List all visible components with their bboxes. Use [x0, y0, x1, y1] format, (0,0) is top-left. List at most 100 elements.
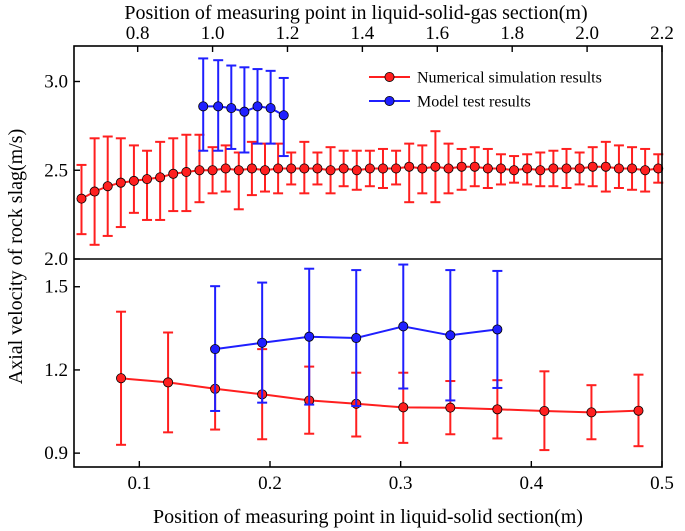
legend-label: Model test results — [417, 94, 531, 111]
data-point — [574, 163, 585, 174]
data-point — [198, 101, 209, 112]
top-x-tick-label: 1.8 — [500, 23, 524, 44]
data-point — [207, 165, 218, 176]
data-point — [417, 163, 428, 174]
data-point — [213, 101, 224, 112]
data-point — [492, 404, 503, 415]
data-point — [351, 333, 362, 344]
data-point — [640, 165, 651, 176]
data-point — [246, 163, 257, 174]
top-y-tick-label: 3.0 — [44, 72, 68, 93]
data-point — [633, 405, 644, 416]
top-x-tick-label: 2.2 — [650, 23, 674, 44]
data-point — [338, 163, 349, 174]
top-panel — [76, 57, 664, 246]
data-point — [273, 163, 284, 174]
top-series-model-test — [198, 57, 289, 158]
top-x-tick-label: 1.6 — [425, 23, 449, 44]
data-point — [443, 163, 454, 174]
legend-marker — [384, 96, 395, 107]
top-x-tick-label: 1.0 — [201, 23, 225, 44]
legend-item-simulation: Numerical simulation results — [369, 70, 602, 87]
data-point — [456, 161, 467, 172]
data-point — [116, 373, 127, 384]
data-point — [312, 163, 323, 174]
plot-border — [73, 45, 663, 468]
data-point — [194, 165, 205, 176]
data-point — [102, 181, 113, 192]
data-point — [430, 161, 441, 172]
legend-marker — [384, 72, 395, 83]
data-point — [398, 402, 409, 413]
data-point — [364, 163, 375, 174]
data-point — [155, 172, 166, 183]
data-point — [226, 103, 237, 114]
data-point — [600, 161, 611, 172]
data-point — [233, 165, 244, 176]
data-point — [495, 163, 506, 174]
top-y-tick-label: 2.5 — [44, 160, 68, 181]
bottom-x-tick-label: 0.4 — [519, 473, 543, 494]
top-x-tick-label: 2.0 — [575, 23, 599, 44]
data-point — [252, 101, 263, 112]
data-point — [265, 103, 276, 114]
data-point — [539, 405, 550, 416]
data-point — [509, 165, 520, 176]
data-point — [548, 163, 559, 174]
plot-frame — [73, 45, 663, 468]
bottom-y-tick-label: 0.9 — [44, 443, 68, 464]
legend-item-model-test: Model test results — [369, 94, 531, 111]
data-point — [522, 163, 533, 174]
data-point — [586, 407, 597, 418]
data-point — [89, 186, 100, 197]
bottom-y-tick-label: 1.2 — [44, 360, 68, 381]
top-x-tick-label: 1.4 — [351, 23, 375, 44]
data-point — [398, 321, 409, 332]
data-point — [325, 165, 336, 176]
data-point — [239, 106, 250, 117]
data-point — [613, 163, 624, 174]
data-point — [377, 163, 388, 174]
data-point — [469, 161, 480, 172]
data-point — [627, 163, 638, 174]
top-x-tick-label: 1.2 — [276, 23, 300, 44]
data-point — [587, 161, 598, 172]
data-point — [76, 193, 87, 204]
data-point — [210, 344, 221, 355]
data-point — [142, 174, 153, 185]
bottom-x-axis-title: Position of measuring point in liquid-so… — [153, 506, 583, 528]
bottom-x-tick-label: 0.3 — [389, 473, 413, 494]
top-x-axis-title: Position of measuring point in liquid-so… — [124, 2, 587, 24]
legend: Numerical simulation results Model test r… — [369, 70, 602, 111]
bottom-x-tick-label: 0.2 — [258, 473, 282, 494]
data-point — [304, 331, 315, 342]
bottom-x-tick-label: 0.1 — [127, 473, 151, 494]
data-point — [404, 161, 415, 172]
top-y-tick-label: 2.0 — [44, 249, 68, 270]
y-axis-title: Axial velocity of rock slag(m/s) — [5, 129, 27, 385]
data-point — [181, 167, 192, 178]
data-point — [391, 163, 402, 174]
legend-label: Numerical simulation results — [417, 70, 602, 87]
data-point — [278, 110, 289, 121]
data-point — [482, 163, 493, 174]
data-point — [561, 163, 572, 174]
data-point — [115, 177, 126, 188]
data-point — [260, 165, 271, 176]
data-point — [128, 175, 139, 186]
data-point — [257, 337, 268, 348]
data-point — [168, 168, 179, 179]
axis-labels: 0.8 1.0 1.2 1.4 1.6 1.8 2.0 2.2 0.1 0.2 0.3 0.4 0.5 2… — [5, 2, 674, 528]
data-point — [163, 377, 174, 388]
data-point — [445, 402, 456, 413]
bottom-series-model-test — [210, 263, 503, 412]
top-x-tick-label: 0.8 — [126, 23, 150, 44]
data-point — [445, 330, 456, 341]
data-point — [492, 324, 503, 335]
series-line — [120, 377, 639, 414]
bottom-x-tick-label: 0.5 — [650, 473, 674, 494]
data-point — [653, 163, 664, 174]
data-point — [299, 163, 310, 174]
data-point — [351, 165, 362, 176]
